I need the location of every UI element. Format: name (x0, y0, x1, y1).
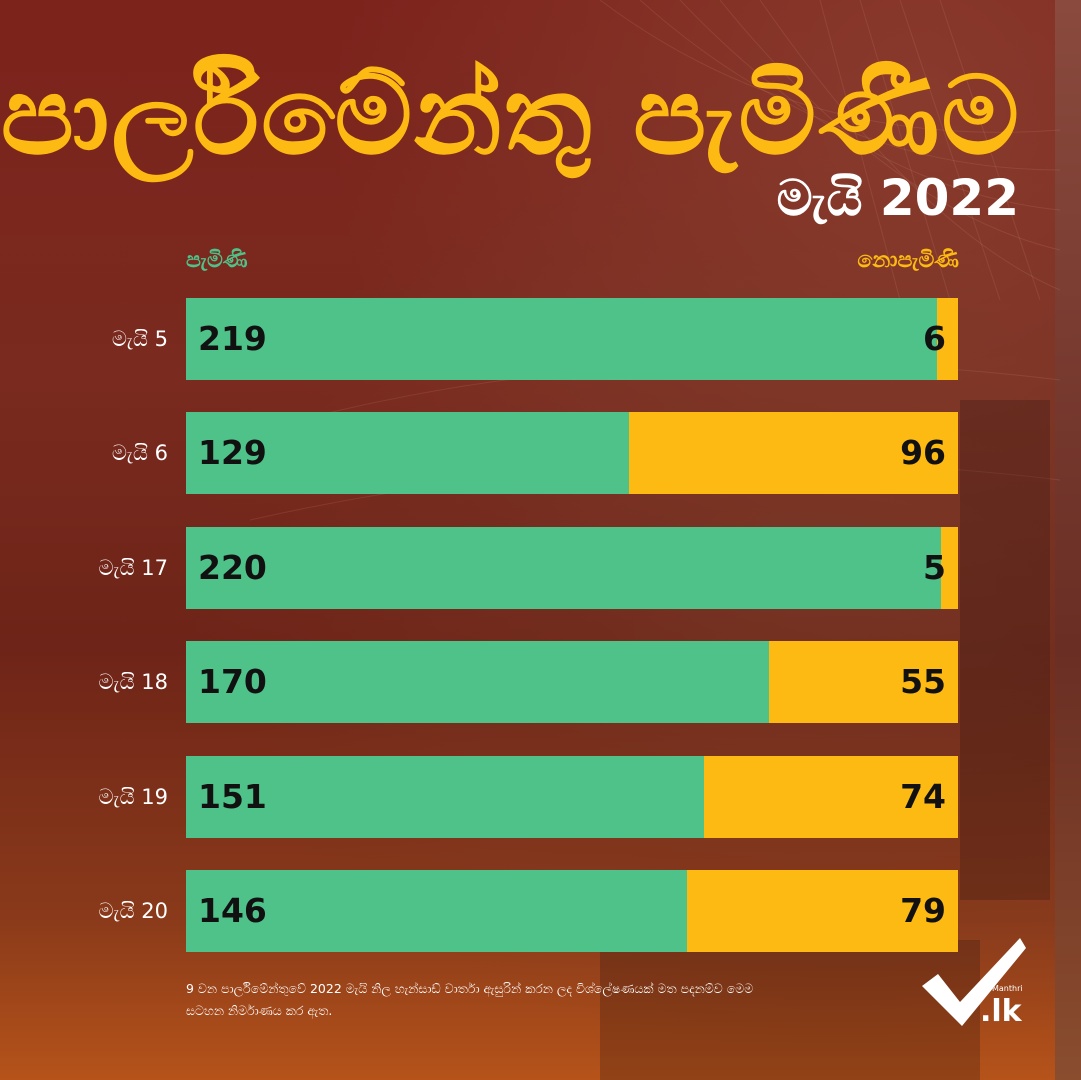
row-label: මැයි 17 (98, 556, 168, 580)
manthri-checkmark-logo-icon (922, 938, 1026, 1026)
row-label: මැයි 19 (98, 785, 168, 809)
bar-absent: 146 79 (186, 870, 958, 952)
absent-value-label: 79 (900, 891, 946, 930)
bar-absent: 170 55 (186, 641, 958, 723)
bar-absent: 219 6 (186, 298, 958, 380)
legend-absent-label: නොපැමිණි (857, 248, 959, 273)
bar-present (186, 870, 687, 952)
bar-absent: 151 74 (186, 756, 958, 838)
bar-present (186, 412, 629, 494)
absent-value-label: 55 (900, 662, 946, 701)
present-value-label: 129 (198, 433, 267, 472)
bar-absent: 129 96 (186, 412, 958, 494)
absent-value-label: 96 (900, 433, 946, 472)
present-value-label: 170 (198, 662, 267, 701)
bar-present (186, 298, 938, 380)
right-edge-strip (1055, 0, 1081, 1080)
chart-subtitle: මැයි 2022 (776, 169, 1019, 227)
row-label: මැයි 20 (98, 899, 168, 923)
row-label: මැයි 6 (111, 441, 168, 465)
row-label: මැයි 18 (98, 670, 168, 694)
bar-present (186, 756, 705, 838)
absent-value-label: 5 (923, 548, 946, 587)
present-value-label: 151 (198, 777, 267, 816)
bar-present (186, 527, 941, 609)
row-label: මැයි 5 (111, 327, 168, 351)
present-value-label: 219 (198, 319, 267, 358)
present-value-label: 146 (198, 891, 267, 930)
bar-absent: 220 5 (186, 527, 958, 609)
legend-present-label: පැමිණි (186, 248, 248, 273)
chart-title: පාර්ලිමේන්තු පැමිණීම (0, 54, 1021, 179)
logo-small-text: Manthri (992, 984, 1023, 993)
absent-value-label: 74 (900, 777, 946, 816)
footnote: 9 වන පාර්ලිමේන්තුවේ 2022 මැයි නිල හැන්සා… (186, 981, 754, 1018)
absent-value-label: 6 (923, 319, 946, 358)
present-value-label: 220 (198, 548, 267, 587)
logo-text: .lk (980, 994, 1022, 1029)
bar-present (186, 641, 770, 723)
